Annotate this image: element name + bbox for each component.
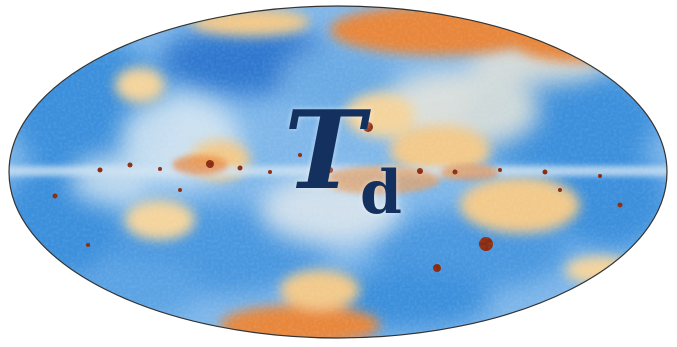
temperature-symbol: T xyxy=(284,88,365,214)
map-outline xyxy=(8,5,668,339)
temperature-subscript: d xyxy=(360,158,402,228)
